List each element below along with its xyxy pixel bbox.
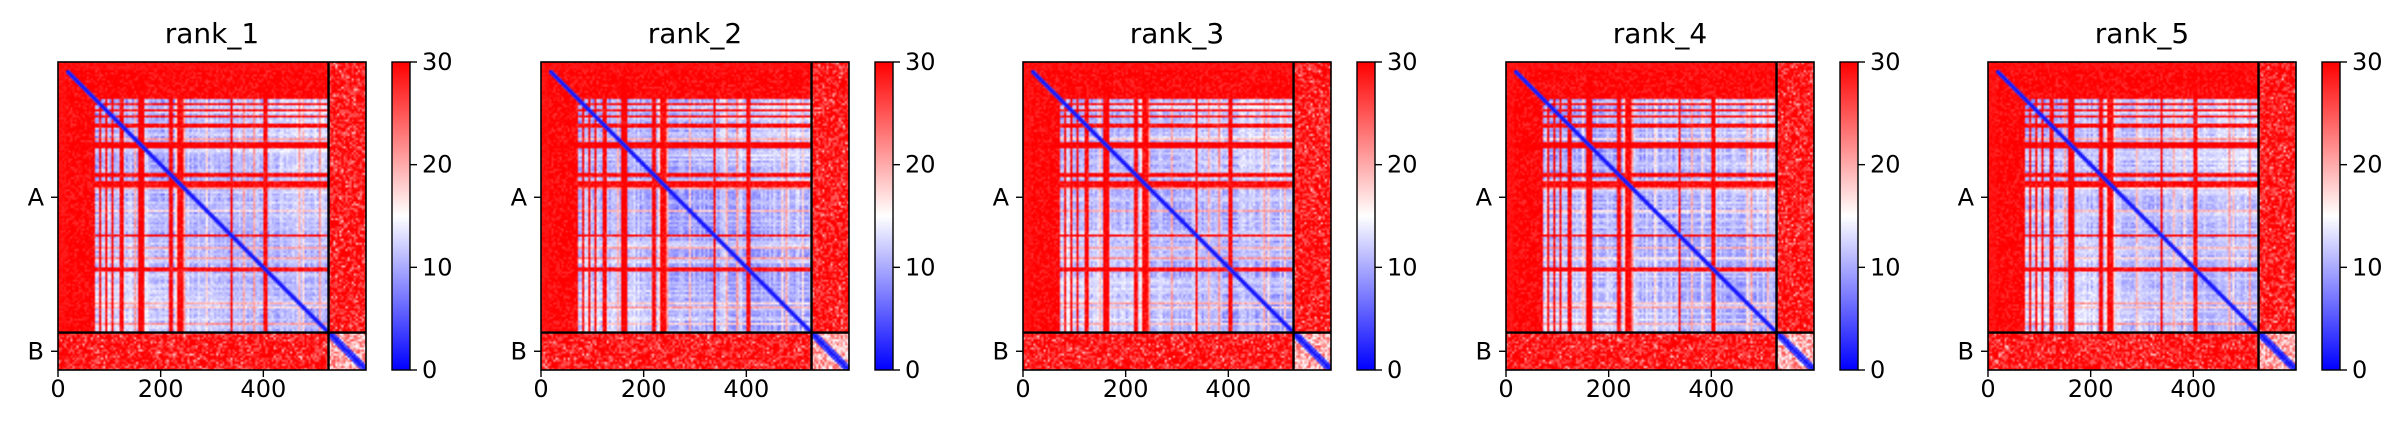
colorbar-tick-label: 0 [2352,356,2367,384]
colorbar-tick-label: 20 [905,151,936,179]
y-tick-label: B [511,337,527,365]
pae-matrix [58,62,366,370]
colorbar [1839,61,1859,371]
colorbar-tick-label: 0 [1870,356,1885,384]
axes-frame [1987,61,2297,371]
y-tick-label: B [1958,337,1974,365]
colorbar-tick-label: 30 [905,48,936,76]
axes-frame [540,61,850,371]
colorbar-tick-label: 0 [422,356,437,384]
panel-title: rank_5 [2095,17,2189,50]
colorbar-tick-label: 0 [905,356,920,384]
x-tick-label: 400 [1688,375,1734,403]
axes-frame [1505,61,1815,371]
colorbar-tick-label: 10 [1870,253,1901,281]
colorbar [1356,61,1376,371]
colorbar [874,61,894,371]
colorbar-tick-label: 30 [1870,48,1901,76]
colorbar-tick-label: 10 [2352,253,2383,281]
x-tick-label: 200 [138,375,184,403]
x-tick-label: 400 [2170,375,2216,403]
panel-title: rank_3 [1130,17,1224,50]
colorbar-tick-label: 10 [422,253,453,281]
y-tick-label: A [28,183,45,211]
panel-title: rank_1 [165,17,259,50]
pae-matrix [1506,62,1814,370]
pae-matrix [1023,62,1331,370]
colorbar-tick-label: 10 [905,253,936,281]
colorbar-tick-label: 20 [2352,151,2383,179]
y-tick-label: A [1476,183,1493,211]
x-tick-label: 0 [50,375,65,403]
y-tick-label: A [1958,183,1975,211]
x-tick-label: 0 [1980,375,1995,403]
colorbar-tick-label: 0 [1387,356,1402,384]
panel-title: rank_2 [648,17,742,50]
x-tick-label: 400 [240,375,286,403]
colorbar-tick-label: 20 [1387,151,1418,179]
colorbar-tick-label: 30 [1387,48,1418,76]
colorbar [391,61,411,371]
colorbar-tick-label: 30 [422,48,453,76]
colorbar [2321,61,2341,371]
x-tick-label: 200 [2068,375,2114,403]
colorbar-tick-label: 30 [2352,48,2383,76]
y-tick-label: A [993,183,1010,211]
colorbar-tick-label: 20 [1870,151,1901,179]
axes-frame [57,61,367,371]
y-tick-label: B [993,337,1009,365]
x-tick-label: 200 [621,375,667,403]
colorbar-tick-label: 10 [1387,253,1418,281]
pae-matrix [541,62,849,370]
x-tick-label: 200 [1103,375,1149,403]
pae-matrix [1988,62,2296,370]
axes-frame [1022,61,1332,371]
y-tick-label: B [28,337,44,365]
x-tick-label: 0 [533,375,548,403]
y-tick-label: A [511,183,528,211]
x-tick-label: 400 [1205,375,1251,403]
panel-title: rank_4 [1613,17,1707,50]
x-tick-label: 0 [1498,375,1513,403]
x-tick-label: 0 [1015,375,1030,403]
colorbar-tick-label: 20 [422,151,453,179]
y-tick-label: B [1476,337,1492,365]
x-tick-label: 200 [1586,375,1632,403]
x-tick-label: 400 [723,375,769,403]
